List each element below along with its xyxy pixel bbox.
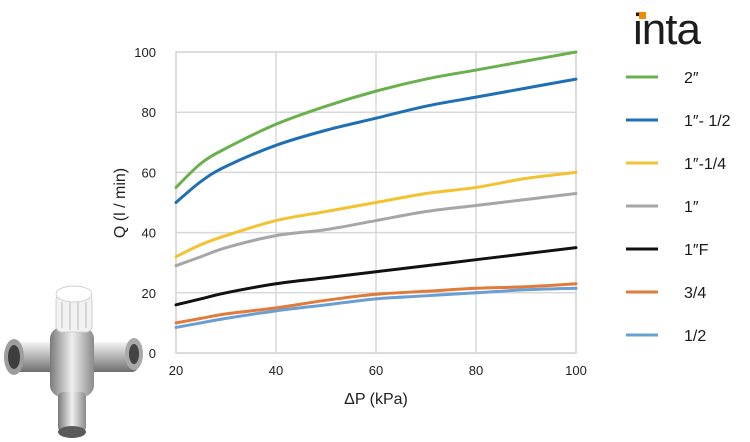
y-tick-label: 60 bbox=[142, 165, 156, 180]
legend-label: 1/2 bbox=[684, 328, 706, 345]
brand-logo-dot bbox=[639, 12, 646, 19]
series-line bbox=[174, 50, 578, 189]
series-line bbox=[174, 191, 578, 268]
y-tick-label: 0 bbox=[149, 346, 156, 361]
legend-label: 1″F bbox=[684, 242, 709, 259]
y-tick-label: 20 bbox=[142, 286, 156, 301]
series-line bbox=[174, 282, 578, 325]
x-tick-label: 80 bbox=[469, 363, 483, 378]
x-axis-label: ΔP (kPa) bbox=[344, 391, 408, 408]
y-tick-label: 40 bbox=[142, 226, 156, 241]
legend-label: 1″-1/4 bbox=[684, 156, 726, 173]
legend-label: 1″ bbox=[684, 199, 699, 216]
series-line bbox=[174, 170, 578, 259]
series-line bbox=[174, 286, 578, 329]
x-tick-label: 60 bbox=[369, 363, 383, 378]
series-line bbox=[174, 246, 578, 307]
y-axis-label: Q (l / min) bbox=[112, 168, 129, 238]
legend-label: 1″- 1/2 bbox=[684, 113, 731, 130]
series-line bbox=[174, 77, 578, 204]
y-tick-label: 100 bbox=[134, 45, 156, 60]
x-tick-label: 20 bbox=[169, 363, 183, 378]
y-tick-label: 80 bbox=[142, 105, 156, 120]
legend-label: 2″ bbox=[684, 70, 699, 87]
thermostatic-mixing-valve-icon bbox=[4, 285, 143, 438]
x-tick-label: 40 bbox=[269, 363, 283, 378]
x-tick-label: 100 bbox=[565, 363, 587, 378]
legend-label: 3/4 bbox=[684, 285, 706, 302]
